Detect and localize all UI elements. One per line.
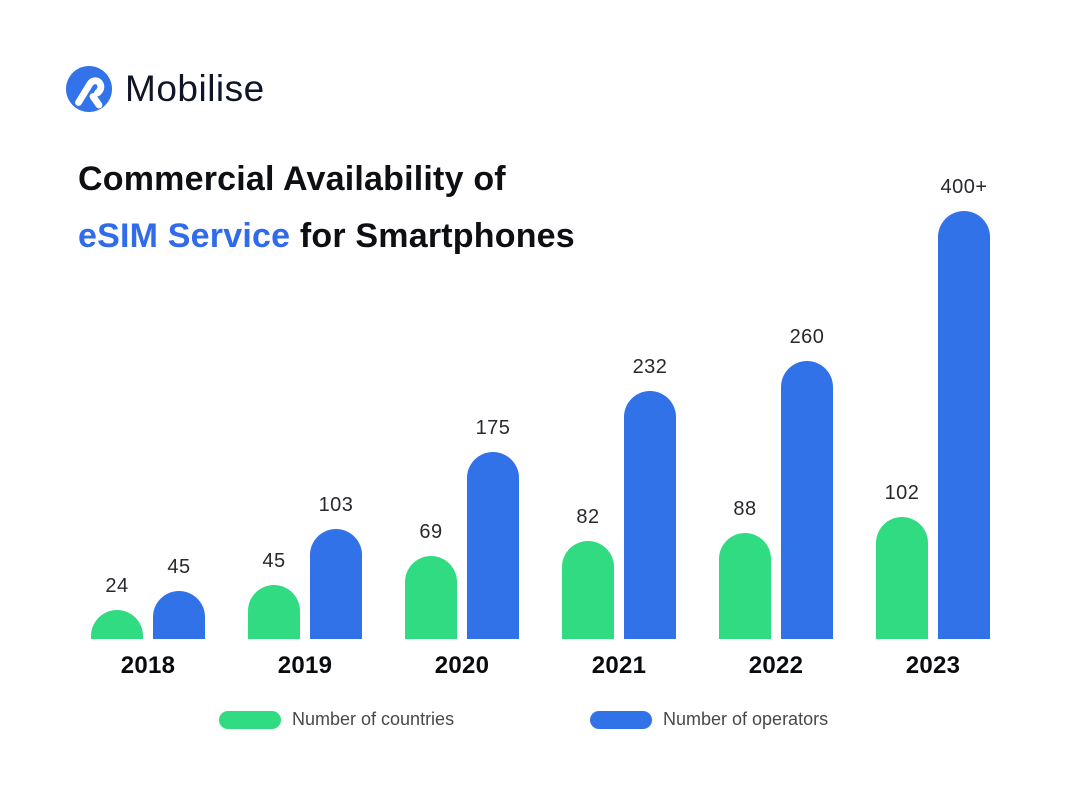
legend-swatch-countries	[219, 710, 281, 729]
bar-operators-2022	[781, 361, 833, 639]
legend-label-operators: Number of operators	[663, 709, 829, 729]
value-label-countries-2019: 45	[262, 550, 286, 572]
bar-operators-2020	[467, 452, 519, 639]
brand-name: Mobilise	[125, 68, 265, 109]
legend-item-operators: Number of operators	[590, 709, 828, 730]
bar-operators-2021	[624, 391, 676, 639]
value-label-countries-2018: 24	[105, 575, 129, 597]
bar-operators-2019	[310, 529, 362, 639]
page-title: Commercial Availability of eSIM Service …	[78, 151, 575, 265]
bar-countries-2021	[562, 541, 614, 639]
title-accent: eSIM Service	[78, 217, 291, 255]
value-label-countries-2023: 102	[884, 482, 920, 504]
bar-operators-2018	[153, 591, 205, 639]
mobilise-logo-icon	[66, 66, 112, 112]
bar-countries-2020	[405, 556, 457, 639]
year-label-2022: 2022	[748, 652, 804, 679]
legend-swatch-operators	[590, 710, 652, 729]
bar-countries-2018	[91, 610, 143, 639]
title-line1: Commercial Availability of	[78, 160, 506, 198]
year-label-2020: 2020	[434, 652, 490, 679]
value-label-operators-2018: 45	[167, 556, 191, 578]
value-label-countries-2021: 82	[576, 506, 600, 528]
value-label-operators-2022: 260	[789, 326, 825, 348]
year-label-2018: 2018	[120, 652, 176, 679]
bar-countries-2023	[876, 517, 928, 639]
value-label-operators-2021: 232	[632, 356, 668, 378]
bar-countries-2019	[248, 585, 300, 639]
legend-label-countries: Number of countries	[292, 709, 455, 729]
bar-countries-2022	[719, 533, 771, 639]
value-label-operators-2023: 400+	[940, 176, 988, 198]
title-rest: for Smartphones	[290, 217, 575, 255]
year-label-2023: 2023	[905, 652, 961, 679]
bar-operators-2023	[938, 211, 990, 639]
legend-item-countries: Number of countries	[219, 709, 454, 730]
value-label-operators-2019: 103	[318, 494, 354, 516]
title-line2: eSIM Service for Smartphones	[78, 208, 575, 265]
year-label-2021: 2021	[591, 652, 647, 679]
brand-logo: Mobilise	[66, 66, 265, 112]
value-label-countries-2020: 69	[419, 521, 443, 543]
value-label-operators-2020: 175	[475, 417, 511, 439]
value-label-countries-2022: 88	[733, 498, 757, 520]
year-label-2019: 2019	[277, 652, 333, 679]
